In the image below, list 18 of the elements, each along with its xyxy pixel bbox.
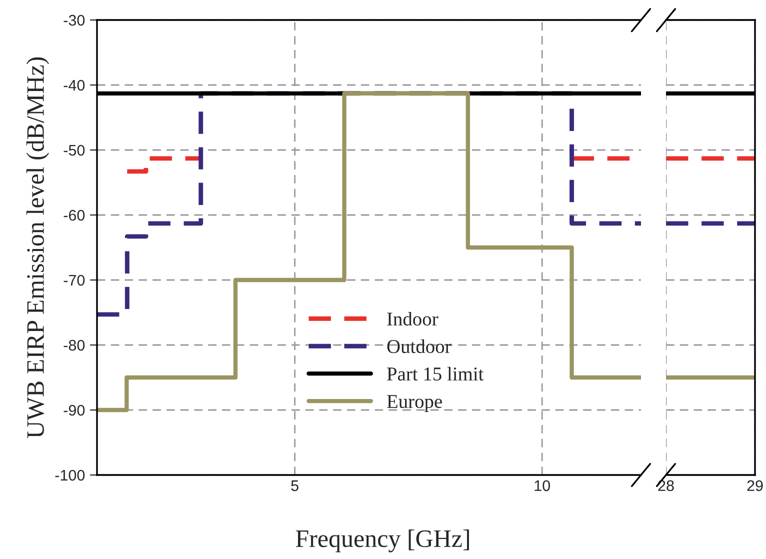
- legend-label: Outdoor: [387, 339, 452, 354]
- y-tick-label: -50: [64, 144, 85, 156]
- legend-label: Indoor: [387, 312, 438, 326]
- y-tick-label: -70: [64, 274, 85, 286]
- legend-label: Part 15 limit: [387, 366, 484, 381]
- x-tick-label: 29: [747, 480, 763, 492]
- legend-label: Europe: [387, 395, 442, 412]
- y-tick-label: -100: [55, 470, 85, 481]
- y-tick-label: -30: [64, 14, 85, 26]
- x-tick-label: 5: [291, 480, 298, 492]
- y-tick-label: -40: [64, 80, 85, 91]
- x-axis-title: Frequency [GHz]: [296, 530, 469, 552]
- y-tick-label: -60: [64, 210, 85, 221]
- y-axis-title: UWB EIRP Emission level (dB/MHz): [26, 57, 50, 438]
- y-tick-label: -80: [64, 340, 85, 351]
- x-tick-label: 28: [658, 480, 674, 492]
- x-tick-label: 10: [534, 480, 550, 492]
- y-tick-label: -90: [64, 404, 85, 416]
